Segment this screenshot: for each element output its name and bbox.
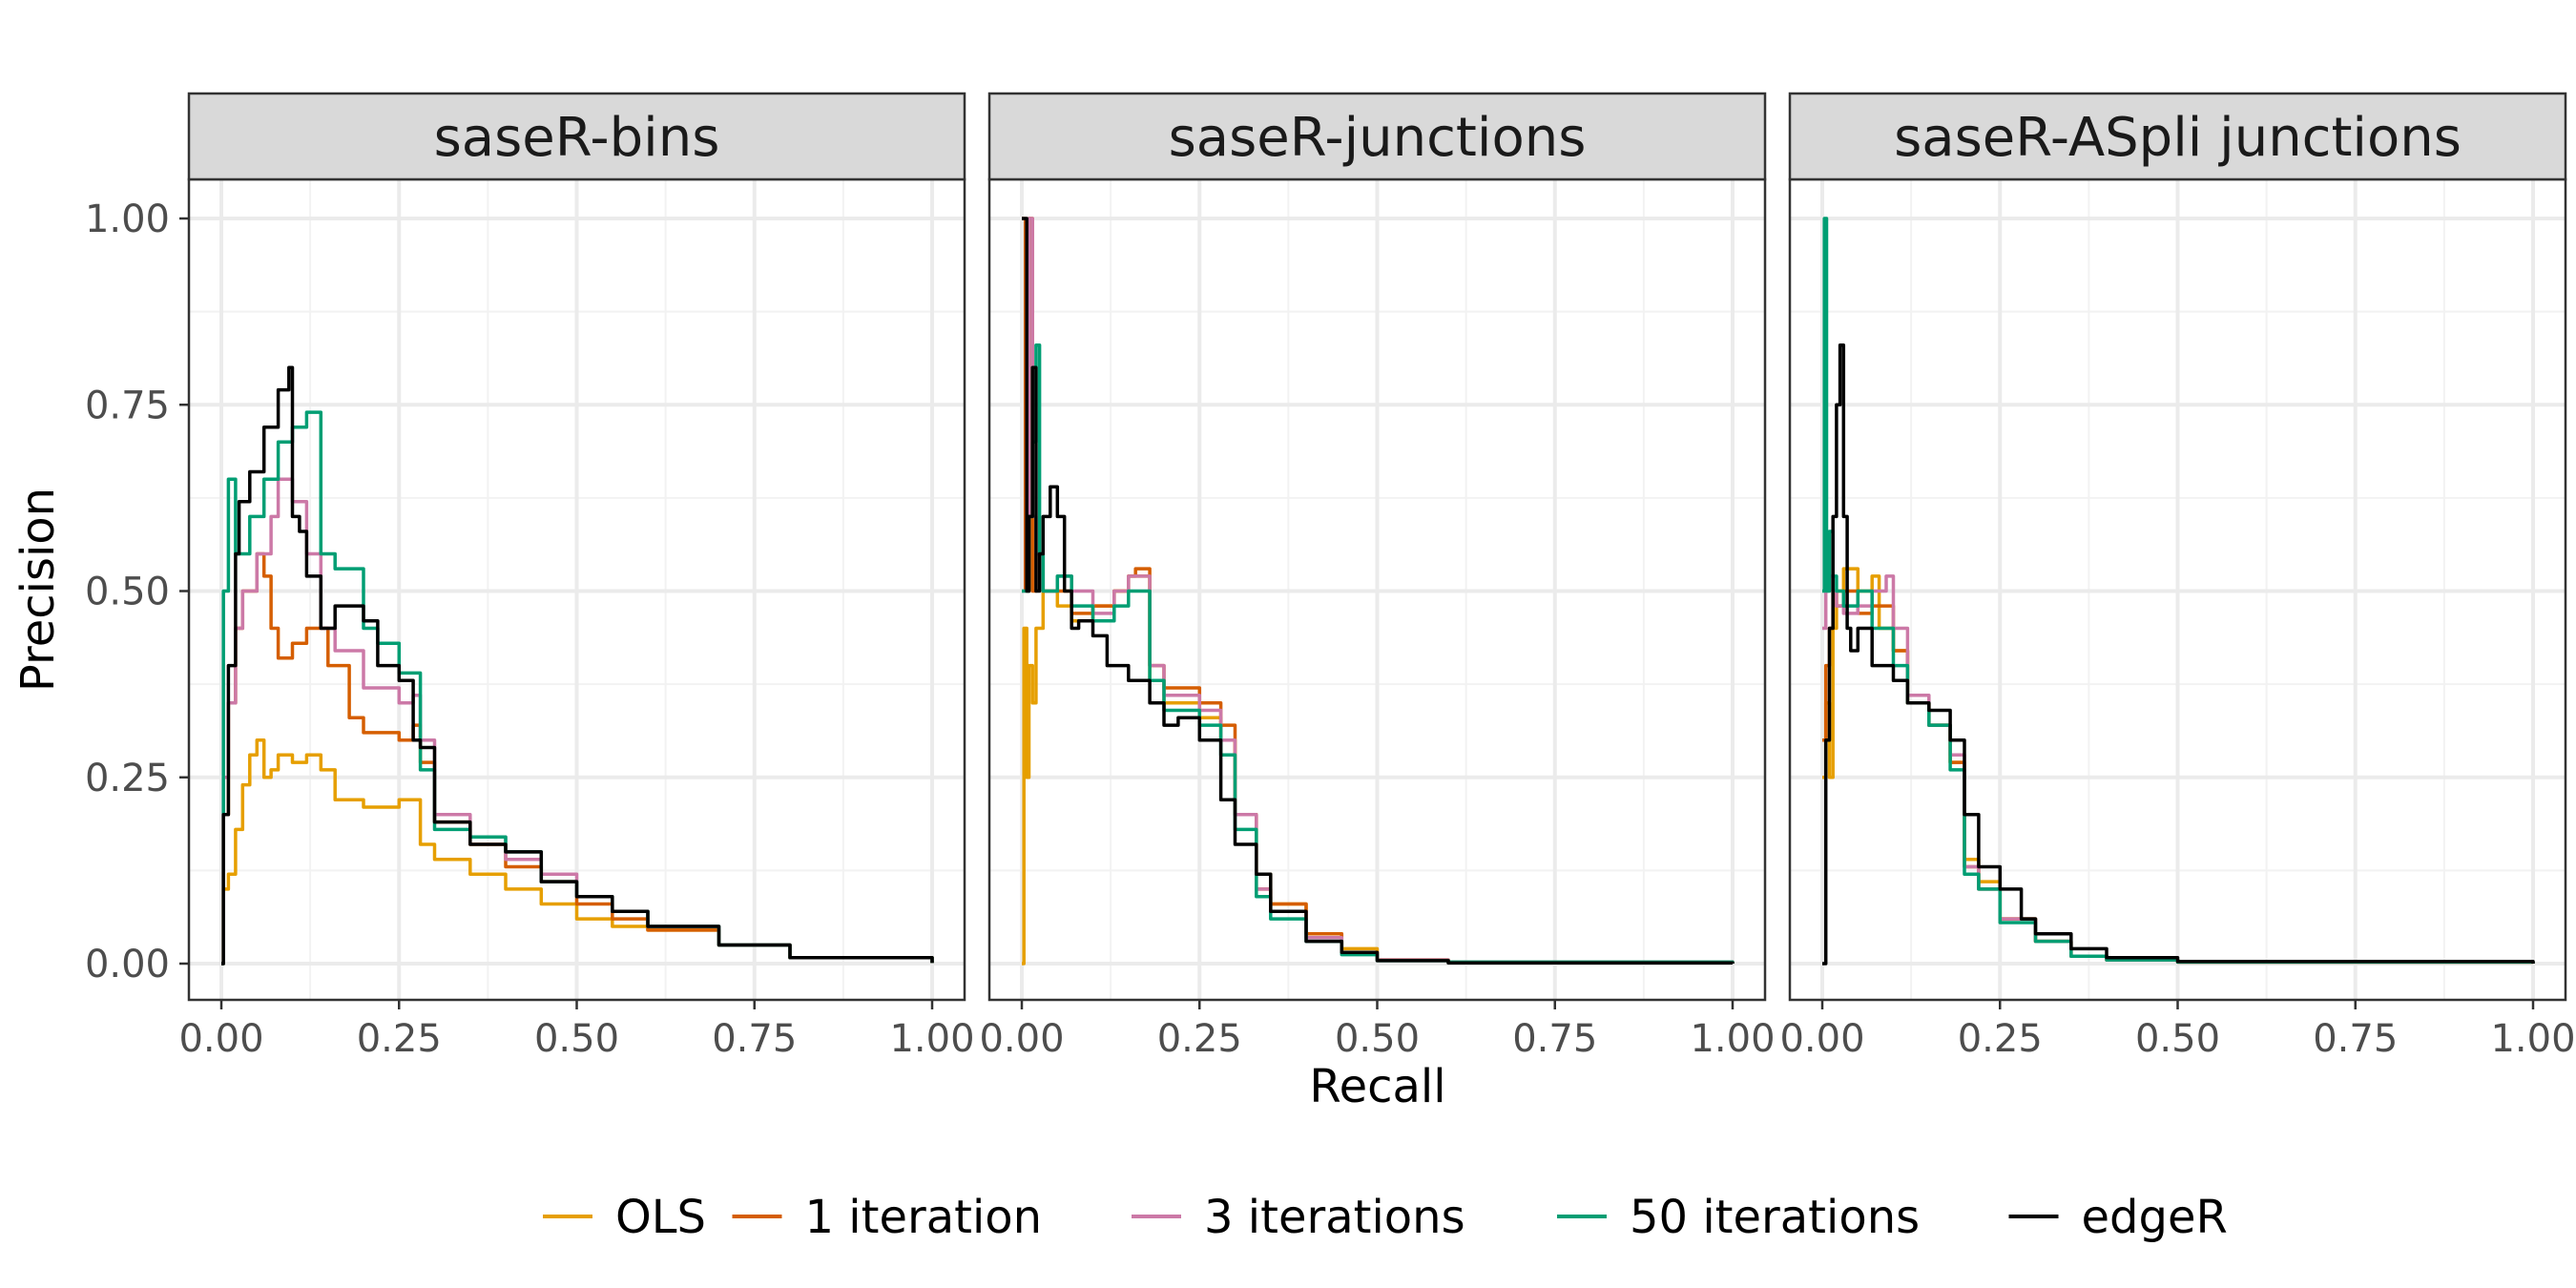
x-tick-label: 0.00 [178,1017,263,1061]
facet-strip [987,92,1767,181]
panel-saseR-junctions: saseR-junctions 0.00 0.25 0.50 0.75 1.00 [979,92,1776,1061]
x-tick-label: 0.75 [1512,1017,1597,1061]
legend-item-3-iterations: 3 iterations [1132,1191,1465,1244]
legend-label: 50 iterations [1630,1191,1920,1244]
x-tick-label: 0.00 [979,1017,1064,1061]
legend-label: OLS [615,1191,706,1244]
legend-item-50-iterations: 50 iterations [1557,1191,1920,1244]
panel-saseR-ASpli-junctions: saseR-ASpli junctions 0.00 0.25 0.50 0.75 1.0… [1779,92,2576,1061]
x-tick-label: 0.50 [534,1017,619,1061]
series-line-edger [1022,217,1735,965]
legend-item-ols: OLS [543,1191,706,1244]
x-tick-label: 0.75 [2313,1017,2398,1061]
facet-strip-title: saseR-ASpli junctions [1894,107,2462,169]
facet-strip [187,92,966,181]
y-tick-label: 0.75 [85,384,170,427]
panel-saseR-bins: saseR-bins 0.00 0.25 0.50 0.75 1.00 0.00 0.25 0.… [85,92,975,1061]
legend-label: 1 iteration [805,1191,1043,1244]
x-tick-label: 1.00 [889,1017,974,1061]
y-tick-label: 0.00 [85,943,170,987]
y-tick-label: 1.00 [85,197,170,241]
series-line-ols [221,737,934,966]
legend-item-1-iteration: 1 iteration [732,1191,1043,1244]
legend-label: 3 iterations [1204,1191,1465,1244]
y-tick-label: 0.25 [85,757,170,800]
x-axis-title: Recall [1309,1060,1445,1113]
x-tick-label: 0.50 [1335,1017,1420,1061]
facet-strip-title: saseR-junctions [1169,107,1587,169]
x-tick-label: 1.00 [2490,1017,2575,1061]
x-tick-label: 0.25 [1157,1017,1242,1061]
legend: OLS 1 iteration 3 iterations 50 iterations e… [543,1191,2228,1244]
x-tick-label: 0.25 [357,1017,442,1061]
x-tick-label: 0.25 [1958,1017,2043,1061]
legend-label: edgeR [2082,1191,2228,1244]
x-tick-label: 0.00 [1779,1017,1864,1061]
x-tick-label: 0.75 [712,1017,797,1061]
y-axis-title: Precision [11,488,65,692]
series-line-edger [1822,343,2535,966]
x-tick-label: 1.00 [1690,1017,1775,1061]
legend-item-edger: edgeR [2008,1191,2228,1244]
facet-strip-title: saseR-bins [434,107,720,169]
series-line-edger [221,365,934,966]
y-tick-label: 0.50 [85,571,170,614]
facet-strip [1788,92,2567,181]
x-tick-label: 0.50 [2135,1017,2220,1061]
